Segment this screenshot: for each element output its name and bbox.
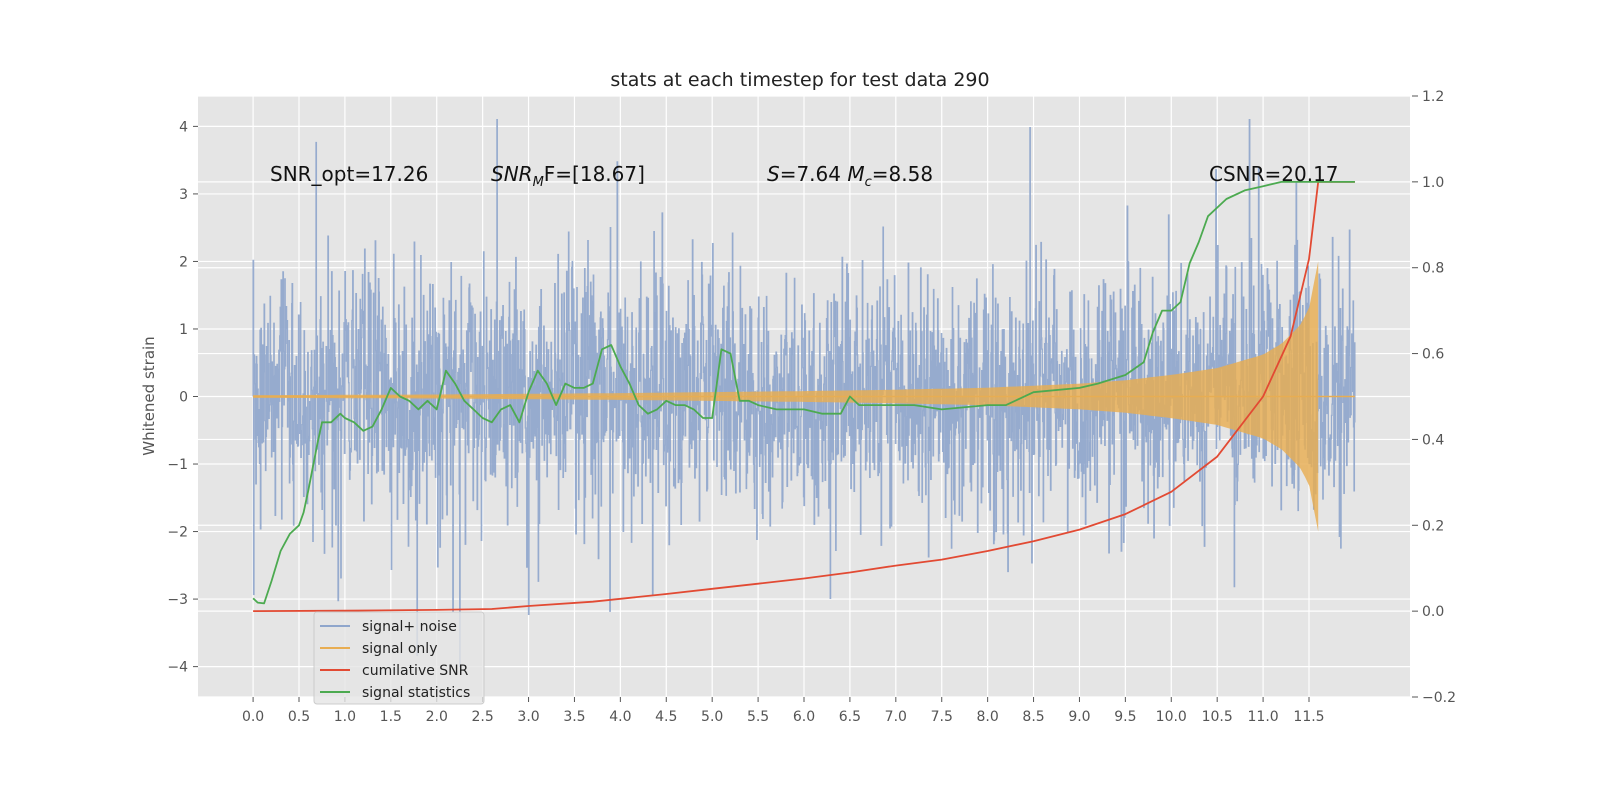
x-tick-label: 0.5	[288, 709, 310, 725]
y2-tick-label: −0.2	[1422, 690, 1456, 706]
x-tick-label: 4.0	[609, 709, 631, 725]
legend-label: signal statistics	[362, 685, 470, 701]
x-tick-label: 2.0	[426, 709, 448, 725]
cumulative-snr-line	[253, 181, 1355, 612]
x-tick-label: 10.0	[1156, 709, 1187, 725]
legend: signal+ noise signal only cumilative SNR si…	[313, 611, 485, 705]
legend-box	[313, 611, 485, 705]
y2-tick-label: 0.0	[1422, 604, 1444, 620]
stats-lines	[252, 181, 1355, 612]
x-tick-label: 7.0	[885, 709, 907, 725]
annotations: SNR_opt=17.26 SNRMF=[18.67] S=7.64 Mc=8.…	[270, 162, 1339, 190]
axes: 0.0 0.5 1.0 1.5 2.0 2.5 3.0 3.5 4.0 4.5 5.0 5.5 6.0 6…	[167, 89, 1456, 725]
x-tick-label: 10.5	[1202, 709, 1233, 725]
legend-label: signal+ noise	[362, 619, 457, 635]
x-tick-label: 5.0	[701, 709, 723, 725]
annotation-snr-mf: SNRMF=[18.67]	[491, 162, 645, 190]
y-tick-label: −2	[167, 525, 188, 541]
x-tick-label: 11.5	[1293, 709, 1324, 725]
annotation-snr-opt: SNR_opt=17.26	[270, 162, 428, 186]
legend-label: signal only	[362, 641, 437, 657]
x-tick-label: 4.5	[655, 709, 677, 725]
y-tick-label: −1	[167, 457, 188, 473]
x-tick-label: 9.0	[1068, 709, 1090, 725]
y2-tick-label: 0.2	[1422, 518, 1444, 534]
x-tick-label: 8.5	[1022, 709, 1044, 725]
x-tick-label: 6.0	[793, 709, 815, 725]
y-tick-label: 0	[179, 390, 188, 406]
x-tick-label: 6.5	[839, 709, 861, 725]
x-tick-label: 2.5	[472, 709, 494, 725]
annotation-s-mc: S=7.64 Mc=8.58	[767, 162, 933, 190]
x-tick-label: 11.0	[1248, 709, 1279, 725]
y2-tick-label: 1.0	[1422, 175, 1444, 191]
x-tick-label: 1.5	[380, 709, 402, 725]
y-tick-label: −3	[167, 592, 188, 608]
x-tick-label: 8.0	[977, 709, 999, 725]
x-tick-label: 3.5	[563, 709, 585, 725]
y-tick-label: 2	[179, 254, 188, 270]
signal-only-series	[253, 261, 1355, 532]
x-tick-label: 9.5	[1114, 709, 1136, 725]
chart-title: stats at each timestep for test data 290	[610, 69, 989, 91]
x-tick-label: 5.5	[747, 709, 769, 725]
y-tick-label: 3	[179, 187, 188, 203]
x-tick-label: 7.5	[931, 709, 953, 725]
y-tick-label: 1	[179, 322, 188, 338]
annotation-csnr: CSNR=20.17	[1209, 162, 1339, 186]
signal-statistics-line	[252, 181, 1355, 605]
y-tick-label: 4	[179, 119, 188, 135]
y2-tick-label: 0.6	[1422, 347, 1444, 363]
y-tick-label: −4	[167, 660, 188, 676]
x-tick-label: 3.0	[517, 709, 539, 725]
legend-label: cumilative SNR	[362, 663, 469, 679]
y2-tick-label: 1.2	[1422, 89, 1444, 105]
x-tick-label: 0.0	[242, 709, 264, 725]
y-axis-label: Whitened strain	[140, 336, 158, 455]
y2-tick-label: 0.4	[1422, 432, 1444, 448]
x-tick-label: 1.0	[334, 709, 356, 725]
y2-tick-label: 0.8	[1422, 261, 1444, 277]
